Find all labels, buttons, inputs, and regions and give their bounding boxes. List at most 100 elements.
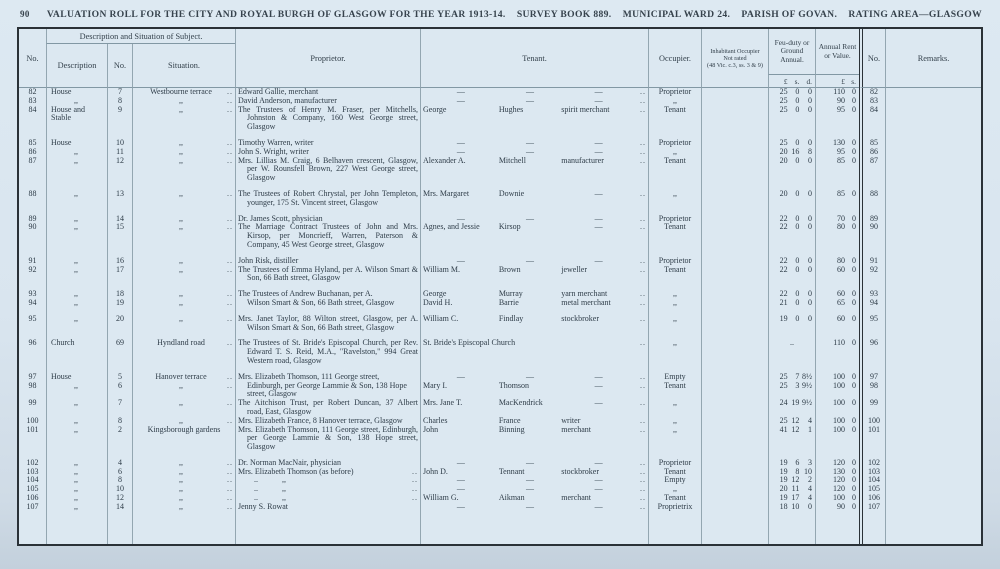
- row-number: 93: [28, 289, 37, 299]
- rent-shillings: 0: [852, 424, 856, 434]
- occupier: ,,: [648, 96, 701, 106]
- feu-pence: 0: [808, 95, 812, 105]
- rent-shillings: 0: [852, 297, 856, 307]
- filler-cell: [19, 512, 46, 544]
- header-remarks: Remarks.: [885, 29, 981, 88]
- situation-text: ,,: [179, 466, 183, 476]
- annual-rent: 110 0: [815, 87, 859, 97]
- inhabitant-occupier: [701, 249, 768, 266]
- rent-pounds: 130: [833, 466, 845, 476]
- row-number-right: 86: [859, 147, 885, 157]
- tenant-occupation: —: [594, 457, 603, 467]
- leader-dots: ..: [227, 222, 233, 232]
- proprietor-text: Timothy Warren, writer: [238, 137, 314, 147]
- feu-duty: 19 6 3: [768, 451, 815, 468]
- feu-duty: 19 0 0: [768, 307, 815, 333]
- proprietor: The Aitchison Trust, per Robert Duncan, …: [235, 398, 420, 417]
- inhabitant-occupier: [701, 494, 768, 503]
- remarks: [885, 365, 981, 382]
- situation: ,,..: [132, 182, 235, 208]
- tenant-forename: —: [456, 146, 465, 156]
- street-number: 4: [107, 451, 132, 468]
- tenant-forename: William C.: [423, 313, 459, 323]
- row-number-right: 100: [859, 416, 885, 426]
- header-tenant: Tenant.: [420, 29, 648, 88]
- title-rating-area: RATING AREA—GLASGOW: [848, 9, 982, 20]
- remarks: [885, 298, 981, 308]
- proprietor-text: Edward Gallie, merchant: [238, 87, 319, 96]
- feu-shillings: 3: [795, 380, 800, 390]
- rent-pounds: 100: [833, 493, 845, 503]
- annual-rent: 100 0: [815, 365, 859, 382]
- situation: ,,..: [132, 381, 235, 400]
- tenant-forename: Agnes, and Jessie: [423, 222, 480, 232]
- row-number-right: 107: [859, 502, 885, 512]
- tenant: William G. Aikman merchant..: [420, 493, 648, 503]
- row-number-right: 103: [859, 467, 885, 477]
- street-number: 69: [107, 332, 132, 366]
- row-number: 102: [26, 457, 39, 467]
- title-valuation-roll: VALUATION ROLL FOR THE CITY AND ROYAL BU…: [46, 9, 506, 20]
- occupier: Empty: [648, 365, 701, 382]
- remarks: [885, 451, 981, 468]
- leader-dots: ..: [640, 501, 646, 511]
- tenant-surname: Tennant: [498, 466, 525, 476]
- leader-dots: ..: [640, 398, 646, 408]
- row-number-right: 94: [859, 298, 885, 308]
- feu-pounds: 25: [779, 87, 788, 96]
- feu-pounds: 19: [779, 466, 788, 476]
- tenant-occupation: —: [594, 398, 603, 408]
- row-number: 99: [28, 398, 37, 408]
- feu-pence: 9½: [802, 398, 812, 408]
- tenant: David H. Barrie metal merchant..: [420, 298, 648, 308]
- remarks: [885, 332, 981, 366]
- situation-text: ,,: [179, 289, 183, 299]
- inhabitant-occupier: [701, 476, 768, 486]
- header-proprietor: Proprietor.: [235, 29, 420, 88]
- situation-text: ,,: [179, 255, 183, 265]
- situation: ,,..: [132, 416, 235, 426]
- tenant-surname: Aikman: [498, 493, 525, 503]
- currency-header-rent: £ s.: [815, 75, 859, 88]
- proprietor: The Marriage Contract Trustees of John a…: [235, 222, 420, 250]
- tenant-forename: —: [456, 137, 465, 147]
- tenant-occupation: spirit merchant: [561, 104, 610, 114]
- situation: ,,..: [132, 264, 235, 284]
- proprietor-text: The Trustees of Robert Chrystal, per Joh…: [238, 188, 418, 207]
- row-number: 83: [28, 95, 37, 105]
- tenant-surname: Thomson: [498, 380, 530, 390]
- annual-rent: 70 0: [815, 207, 859, 224]
- proprietor-text: Wilson Smart & Son, 66 Bath street, Glas…: [247, 297, 395, 307]
- leader-dots: ..: [640, 155, 646, 165]
- situation-text: ,,: [179, 95, 183, 105]
- tenant-forename: —: [456, 484, 465, 494]
- rent-pounds: 80: [837, 255, 845, 265]
- leader-dots: ..: [640, 222, 646, 232]
- filler-cell: [885, 511, 981, 544]
- situation: ,,..: [132, 222, 235, 250]
- row-number: 103: [26, 466, 39, 476]
- feu-duty: 19 12 2: [768, 476, 815, 486]
- rent-shillings: 0: [852, 484, 856, 494]
- remarks: [885, 485, 981, 495]
- situation-text: ,,: [179, 222, 183, 232]
- feu-duty: 20 11 4: [768, 484, 815, 495]
- tenant: — — —..: [420, 207, 648, 224]
- feu-shillings: 7: [795, 371, 800, 381]
- street-number: 13: [107, 182, 132, 208]
- proprietor-text: Edinburgh, per George Lammie & Son, 138 …: [247, 380, 407, 399]
- feu-pence: 0: [808, 289, 812, 299]
- leader-dots: ..: [640, 146, 646, 156]
- inhabitant-occupier: [701, 105, 768, 132]
- rent-pounds: 90: [837, 501, 845, 511]
- proprietor-text: The Aitchison Trust, per Robert Duncan, …: [238, 398, 418, 416]
- situation-text: ,,: [179, 264, 183, 274]
- tenant-occupation: —: [594, 371, 603, 381]
- street-number: 8: [107, 416, 132, 426]
- row-number-right: 83: [859, 96, 885, 106]
- occupier: Tenant: [648, 222, 701, 250]
- filler-cell: [648, 511, 701, 544]
- remarks: [885, 105, 981, 132]
- occupier: Tenant: [648, 493, 701, 503]
